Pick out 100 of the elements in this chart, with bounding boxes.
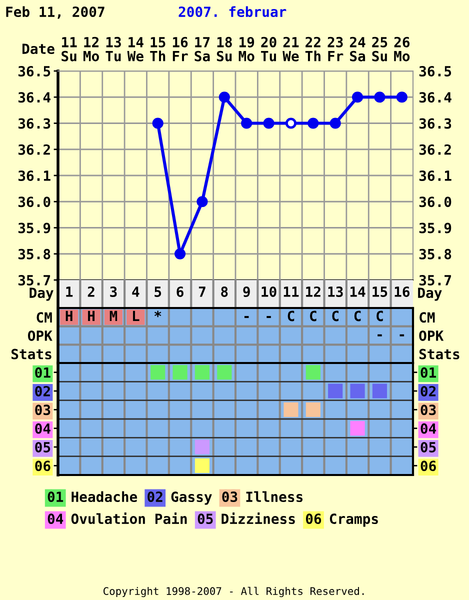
y-tick-label: 36.1: [18, 170, 50, 181]
y2-tick-label: Stats: [419, 348, 460, 360]
x-tick-label: 11: [284, 286, 299, 297]
y-tick-label: 36.0: [18, 196, 50, 208]
text: L: [133, 310, 140, 321]
x-tick-label: 24 Sa: [350, 36, 366, 62]
text: *: [154, 310, 162, 318]
x-tick-label: 13 Tu: [106, 36, 121, 62]
legend-label: Headache: [72, 491, 138, 502]
y2-tick-label: 02: [420, 386, 436, 396]
y-tick-label: OPK: [28, 330, 52, 341]
y2-tick-label: 05: [420, 442, 436, 452]
x-tick-label: 25 Su: [372, 36, 388, 62]
y2-tick-label: 36.0: [419, 196, 452, 208]
text: M: [110, 310, 118, 321]
y-tick-label: Stats: [12, 348, 52, 360]
x-axis-title: Date: [22, 44, 54, 54]
text: 06: [306, 514, 322, 524]
x-tick-label: 17 Sa: [194, 37, 210, 62]
x-tick-label: 19 Mo: [238, 36, 254, 62]
y2-tick-label: 35.7: [419, 274, 451, 286]
text: C: [288, 310, 294, 322]
y-tick-label: 05: [35, 442, 50, 452]
legend-label: Illness: [246, 491, 303, 502]
y-tick-label: CM: [36, 312, 52, 323]
x-tick-label: 20 Tu: [261, 36, 276, 62]
x-tick-label: 2: [88, 286, 94, 297]
y-tick-label: 02: [35, 386, 50, 396]
x-tick-label: 13: [328, 286, 343, 297]
x-tick-label: 9: [243, 286, 250, 298]
y2-tick-label: OPK: [419, 330, 444, 341]
text: Day: [418, 288, 442, 301]
x-tick-label: 22 Th: [305, 36, 320, 62]
text: -: [266, 316, 271, 318]
x-tick-label: 1: [66, 286, 73, 297]
text: -: [378, 334, 382, 336]
y2-tick-label: 35.9: [419, 222, 452, 234]
x-tick-label: 21 We: [282, 36, 299, 62]
y-tick-label: 35.7: [18, 274, 50, 286]
y-tick-label: 36.2: [18, 144, 50, 155]
legend-label: Dizziness: [222, 512, 295, 524]
text: C: [310, 310, 316, 322]
y2-tick-label: 36.2: [419, 144, 451, 155]
x-tick-label: 15 Th: [150, 37, 166, 62]
x-tick-label: 3: [110, 286, 117, 297]
y2-tick-label: 06: [420, 460, 436, 472]
text: Copyright 1998-2007 - All Rights Reserved.: [104, 586, 364, 598]
x-tick-label: 15: [372, 286, 388, 297]
x-tick-label: 5: [154, 286, 162, 297]
x-tick-label: 12 Mo: [84, 36, 99, 62]
x-tick-label: 16 Fr: [172, 36, 188, 62]
y2-tick-label: 36.4: [419, 92, 452, 103]
y-tick-label: 35.8: [18, 248, 50, 260]
text: C: [332, 310, 338, 322]
x-tick-label: 16: [394, 286, 410, 297]
legend-label: Gassy: [171, 492, 212, 505]
x-tick-label: 4: [132, 286, 140, 297]
x-tick-label: 11 Su: [62, 37, 77, 62]
y2-tick-label: 36.5: [419, 66, 452, 76]
y2-tick-label: 03: [420, 404, 436, 416]
x-axis-title: Day: [30, 288, 54, 301]
legend-label: Ovulation Pain: [71, 512, 187, 524]
text: C: [376, 310, 383, 322]
x-tick-label: 12: [306, 286, 320, 297]
y-tick-label: 03: [35, 404, 50, 416]
y-tick-label: 01: [35, 367, 50, 378]
x-tick-label: 6: [176, 286, 184, 297]
y-tick-label: 36.5: [18, 66, 50, 76]
text: 05: [198, 514, 213, 524]
text: C: [354, 310, 361, 322]
y2-tick-label: CM: [420, 312, 435, 323]
x-tick-label: 10: [262, 286, 276, 297]
y-tick-label: 36.4: [18, 92, 50, 103]
y-tick-label: 35.9: [18, 222, 50, 234]
y-tick-label: 36.3: [18, 118, 50, 129]
x-tick-label: 14: [350, 286, 366, 297]
text: 04: [48, 514, 64, 524]
text: H: [66, 310, 72, 321]
y-tick-label: 04: [35, 423, 50, 434]
legend-label: Cramps: [330, 514, 378, 527]
x-tick-label: 26 Mo: [394, 36, 410, 62]
chart-subtitle: 2007. februar: [178, 6, 286, 18]
text: -: [400, 334, 404, 336]
y2-tick-label: 35.8: [419, 248, 452, 260]
y2-tick-label: 04: [420, 423, 436, 434]
y2-tick-label: 36.3: [419, 118, 452, 129]
y-tick-label: 06: [35, 460, 50, 472]
x-tick-label: 8: [221, 286, 228, 297]
y2-tick-label: 01: [420, 367, 436, 378]
x-tick-label: 18 Su: [216, 36, 232, 62]
text: 02: [148, 492, 162, 502]
x-tick-label: 23 Fr: [328, 36, 344, 62]
x-tick-label: 14 We: [127, 37, 144, 62]
text: 01: [48, 492, 64, 502]
chart-title: Feb 11, 2007: [6, 6, 104, 19]
y2-tick-label: 36.1: [419, 170, 452, 181]
text: -: [244, 316, 249, 318]
text: 03: [222, 492, 238, 502]
x-tick-label: 7: [198, 286, 206, 297]
text: H: [88, 310, 95, 321]
